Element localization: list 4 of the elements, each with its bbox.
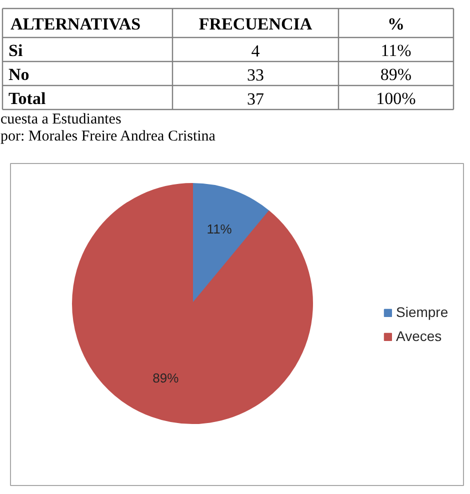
legend-label: Siempre (396, 304, 448, 320)
data-label: 89% (152, 370, 180, 386)
legend-label: Aveces (396, 328, 442, 344)
data-label: 11% (206, 221, 232, 236)
